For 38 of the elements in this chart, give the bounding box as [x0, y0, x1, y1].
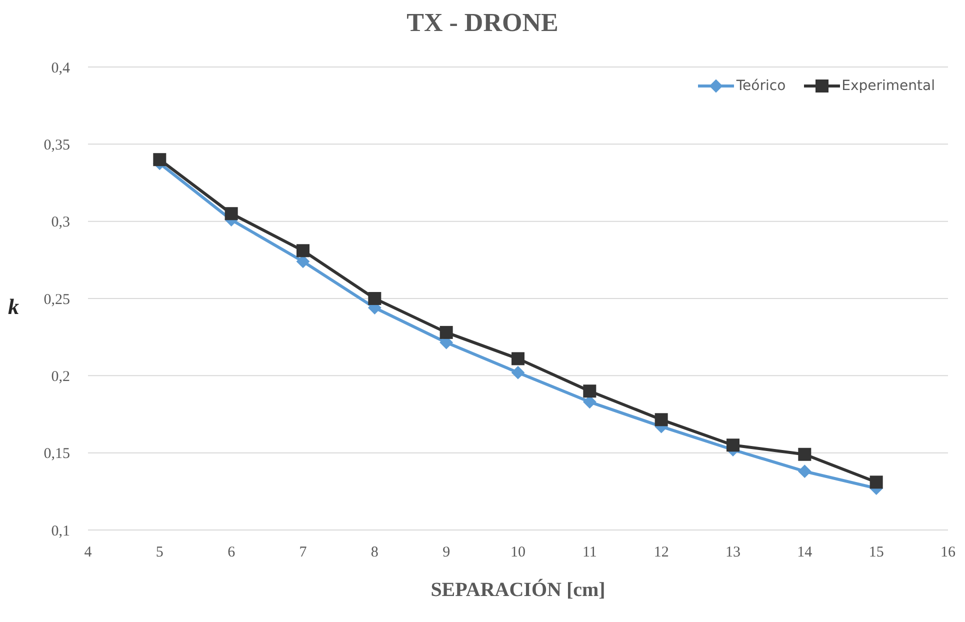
point	[798, 448, 812, 461]
x-tick-label: 9	[442, 544, 450, 561]
y-tick-label: 0,1	[51, 523, 70, 540]
point	[512, 352, 524, 366]
x-tick-label: 14	[797, 544, 813, 561]
x-axis-title: SEPARACIÓN [cm]	[430, 578, 606, 601]
x-tick-label: 13	[726, 544, 740, 561]
chart-title: TX - DRONE	[406, 8, 560, 38]
point	[440, 326, 453, 339]
y-tick-label: 0,3	[51, 214, 70, 231]
point	[368, 292, 382, 305]
point	[224, 207, 238, 220]
x-tick-label: 16	[940, 544, 956, 561]
y-tick-label: 0,25	[44, 292, 70, 308]
x-tick-label: 15	[868, 544, 884, 561]
y-tick-label: 0,2	[51, 368, 70, 385]
x-tick-label: 6	[228, 544, 236, 561]
x-tick-label: 10	[510, 544, 526, 561]
y-tick-label: 0,35	[44, 137, 70, 154]
y-tick-label: 0,15	[44, 446, 70, 462]
point	[583, 384, 596, 398]
point	[870, 476, 883, 489]
point	[798, 464, 812, 478]
point	[153, 153, 166, 166]
point	[726, 438, 740, 452]
x-tick-label: 8	[370, 544, 378, 561]
legend-label: Experimental	[842, 78, 935, 94]
x-tick-label: 4	[84, 544, 92, 561]
x-tick-label: 5	[156, 544, 164, 561]
legend-label: Teórico	[736, 78, 786, 94]
x-tick-label: 11	[582, 544, 597, 561]
x-tick-label: 7	[299, 544, 308, 561]
point	[296, 244, 310, 258]
x-tick-label: 12	[654, 544, 669, 561]
y-tick-label: 0,4	[51, 60, 70, 76]
point	[654, 413, 668, 426]
y-axis-title: k	[8, 294, 19, 320]
point	[512, 366, 524, 380]
